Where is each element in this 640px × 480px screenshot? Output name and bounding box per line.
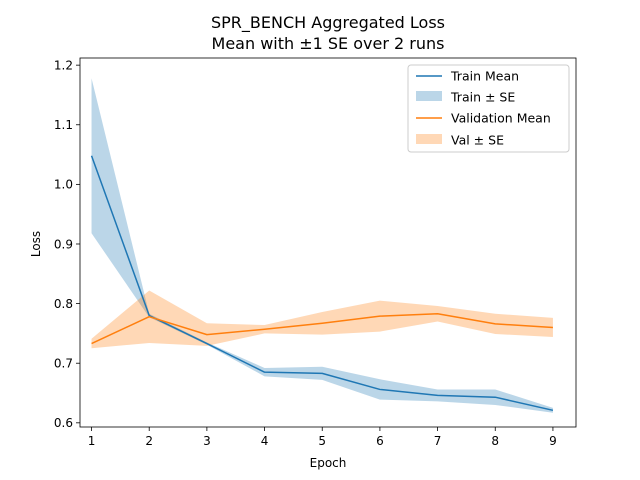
chart-title: SPR_BENCH Aggregated Loss — [211, 13, 445, 33]
chart-subtitle: Mean with ±1 SE over 2 runs — [212, 34, 445, 53]
x-axis-ticks: 1 2 3 4 5 6 7 8 9 — [88, 427, 557, 448]
legend-train-se-swatch — [416, 91, 442, 101]
y-tick-label: 1.1 — [54, 118, 73, 132]
legend: Train Mean Train ± SE Validation Mean Va… — [407, 64, 570, 153]
y-tick-label: 1.2 — [54, 58, 73, 72]
x-tick-label: 5 — [318, 434, 326, 448]
x-tick-label: 7 — [434, 434, 442, 448]
x-tick-label: 3 — [203, 434, 211, 448]
se-band-1 — [91, 290, 553, 349]
x-tick-label: 8 — [491, 434, 499, 448]
x-tick-label: 4 — [261, 434, 269, 448]
x-tick-label: 6 — [376, 434, 384, 448]
y-tick-label: 0.7 — [54, 357, 73, 371]
y-tick-label: 0.9 — [54, 237, 73, 251]
x-axis-label: Epoch — [310, 456, 347, 470]
mean-line-1 — [91, 312, 553, 345]
mean-line-0 — [90, 155, 554, 412]
legend-train-mean-label: Train Mean — [450, 69, 519, 84]
legend-val-se-swatch — [416, 134, 442, 144]
legend-box — [407, 64, 570, 153]
y-axis-label: Loss — [29, 231, 43, 257]
y-axis-ticks: 0.6 0.7 0.8 0.9 1.0 1.1 1.2 — [54, 58, 80, 430]
y-tick-label: 1.0 — [54, 178, 73, 192]
x-tick-label: 9 — [549, 434, 557, 448]
plot-frame — [79, 57, 577, 428]
x-tick-label: 2 — [145, 434, 153, 448]
legend-validation-mean-label: Validation Mean — [451, 111, 551, 126]
y-tick-label: 0.8 — [54, 297, 73, 311]
x-tick-label: 1 — [88, 434, 96, 448]
legend-train-se-label: Train ± SE — [450, 90, 515, 105]
y-tick-label: 0.6 — [54, 416, 73, 430]
legend-val-se-label: Val ± SE — [451, 133, 504, 148]
mean-lines — [90, 155, 554, 412]
